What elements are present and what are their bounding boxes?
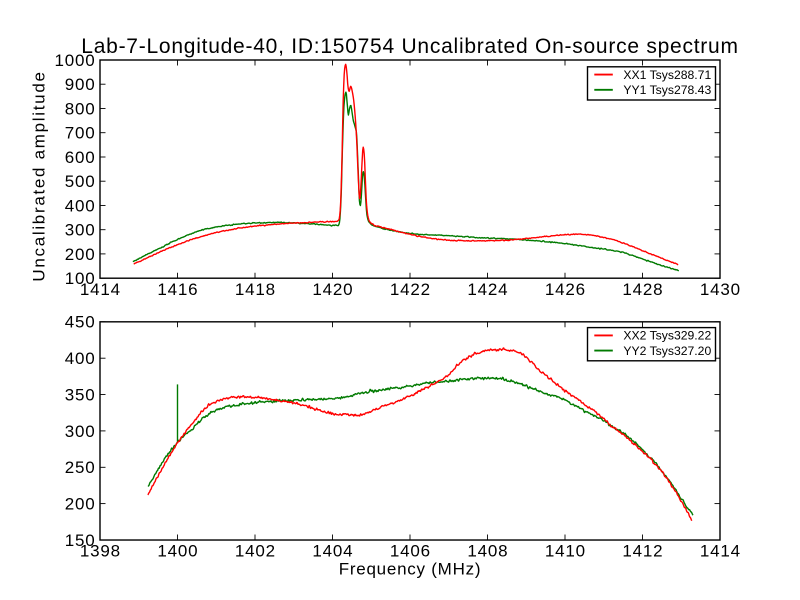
- svg-text:400: 400: [65, 196, 96, 215]
- svg-text:1428: 1428: [622, 280, 663, 299]
- svg-text:Frequency (MHz): Frequency (MHz): [339, 560, 482, 579]
- svg-text:1410: 1410: [545, 542, 586, 561]
- svg-text:700: 700: [65, 124, 96, 143]
- svg-text:Lab-7-Longitude-40, ID:150754: Lab-7-Longitude-40, ID:150754 Uncalibrat…: [81, 35, 738, 58]
- svg-text:1408: 1408: [467, 542, 508, 561]
- svg-text:Uncalibrated amplitude: Uncalibrated amplitude: [30, 70, 49, 281]
- svg-text:1414: 1414: [80, 280, 121, 299]
- svg-text:900: 900: [65, 75, 96, 94]
- svg-text:250: 250: [65, 458, 96, 477]
- svg-text:1402: 1402: [235, 542, 276, 561]
- svg-text:350: 350: [65, 385, 96, 404]
- svg-text:300: 300: [65, 422, 96, 441]
- svg-text:1420: 1420: [312, 280, 353, 299]
- svg-text:100: 100: [65, 269, 96, 288]
- svg-text:300: 300: [65, 221, 96, 240]
- svg-text:1422: 1422: [390, 280, 431, 299]
- svg-text:1000: 1000: [54, 51, 95, 70]
- svg-text:XX2 Tsys329.22: XX2 Tsys329.22: [623, 329, 711, 343]
- svg-text:1418: 1418: [235, 280, 276, 299]
- svg-text:1430: 1430: [700, 280, 741, 299]
- svg-text:150: 150: [65, 531, 96, 550]
- svg-text:800: 800: [65, 99, 96, 118]
- svg-text:1414: 1414: [700, 542, 741, 561]
- svg-text:450: 450: [65, 313, 96, 332]
- svg-text:1416: 1416: [157, 280, 198, 299]
- svg-text:1426: 1426: [545, 280, 586, 299]
- svg-text:1412: 1412: [622, 542, 663, 561]
- svg-text:1404: 1404: [312, 542, 353, 561]
- svg-text:1400: 1400: [157, 542, 198, 561]
- svg-text:200: 200: [65, 245, 96, 264]
- svg-text:1406: 1406: [390, 542, 431, 561]
- svg-text:XX1 Tsys288.71: XX1 Tsys288.71: [623, 68, 711, 82]
- svg-text:1398: 1398: [80, 542, 121, 561]
- svg-text:YY1 Tsys278.43: YY1 Tsys278.43: [623, 83, 711, 97]
- svg-text:200: 200: [65, 495, 96, 514]
- svg-text:YY2 Tsys327.20: YY2 Tsys327.20: [623, 344, 711, 358]
- svg-text:1424: 1424: [467, 280, 508, 299]
- svg-text:400: 400: [65, 349, 96, 368]
- svg-text:600: 600: [65, 148, 96, 167]
- svg-text:500: 500: [65, 172, 96, 191]
